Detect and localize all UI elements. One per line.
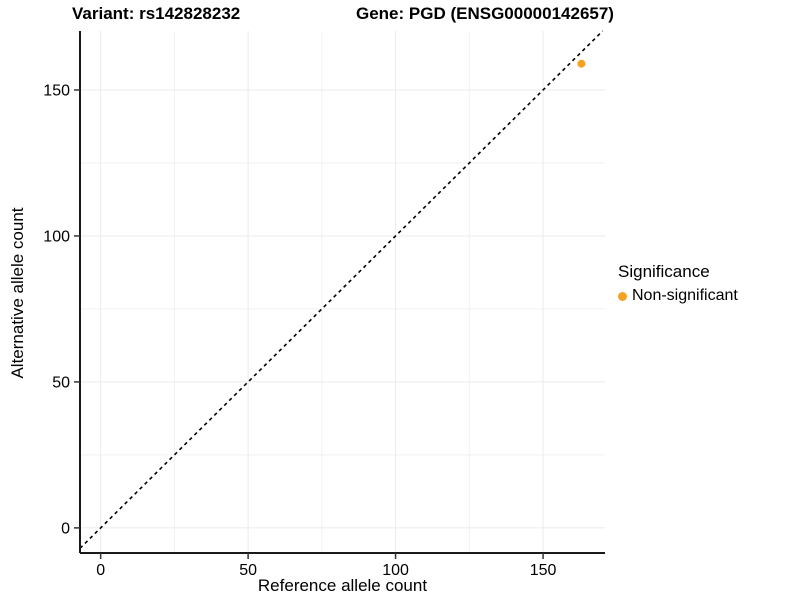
y-tick-label-50: 50	[52, 374, 70, 391]
data-point	[577, 59, 586, 68]
legend: Significance Non-significant	[618, 262, 738, 305]
x-tick-label-50: 50	[239, 562, 257, 579]
legend-key-dot-icon	[618, 291, 627, 301]
y-tick-label-150: 150	[43, 82, 70, 99]
x-tick-label-150: 150	[530, 562, 557, 579]
identity-reference-line	[79, 30, 604, 549]
plot-title-variant: Variant: rs142828232	[72, 4, 241, 23]
y-axis-label: Alternative allele count	[8, 207, 27, 379]
legend-title: Significance	[618, 262, 710, 281]
x-axis-label: Reference allele count	[257, 576, 428, 595]
legend-item-non-significant: Non-significant	[618, 287, 738, 305]
x-tick-label-100: 100	[382, 562, 409, 579]
legend-item-label: Non-significant	[632, 287, 738, 304]
y-tick-label-100: 100	[43, 228, 70, 245]
x-tick-label-0: 0	[96, 562, 105, 579]
plot-title-gene: Gene: PGD (ENSG00000142657)	[356, 4, 614, 23]
y-tick-label-0: 0	[61, 520, 70, 537]
